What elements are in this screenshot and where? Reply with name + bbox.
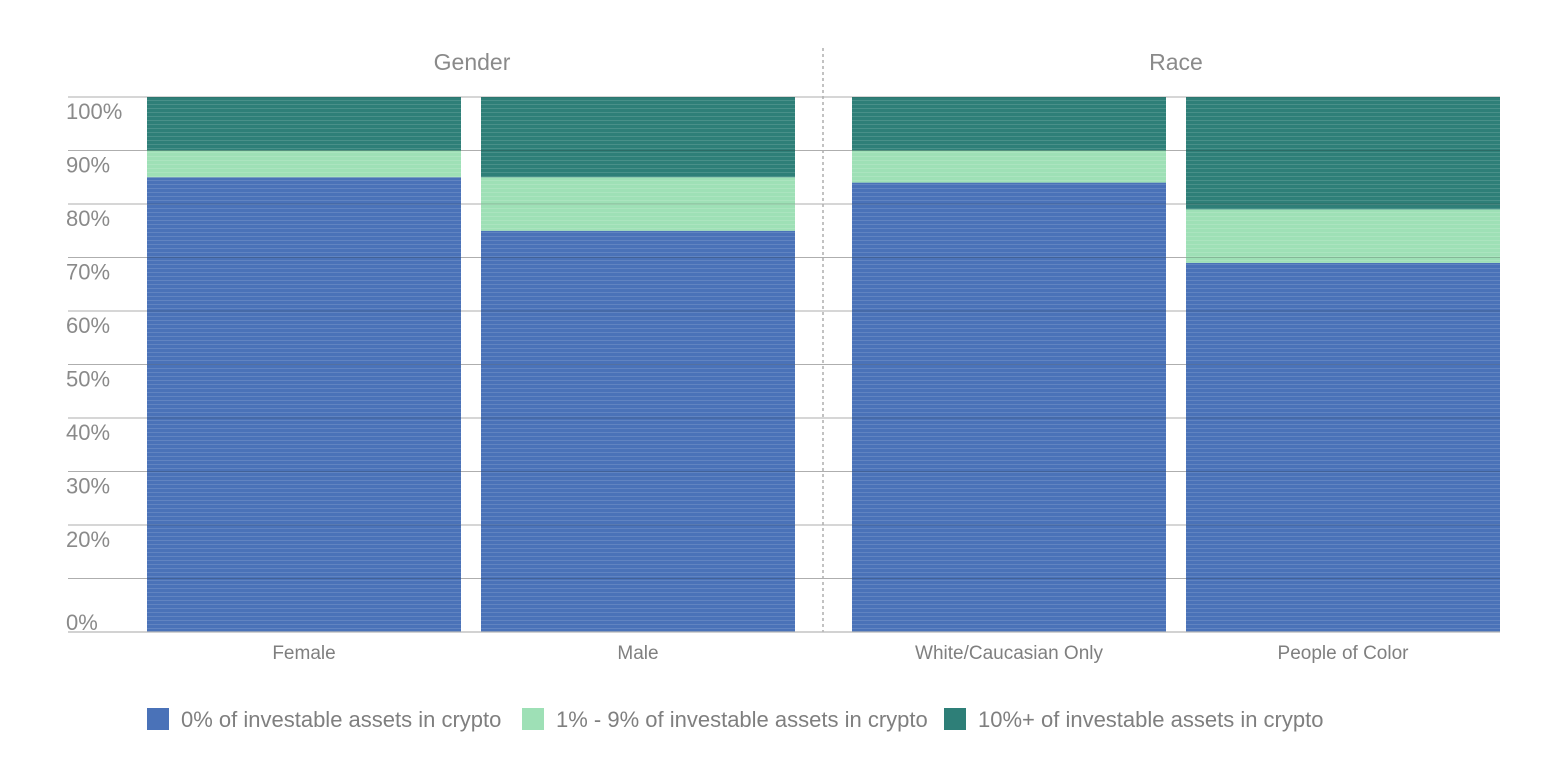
- legend-item-0-of-investable-assets-in-crypto: 0% of investable assets in crypto: [147, 707, 501, 732]
- bar-white-caucasian-only-1-9-of-investable-assets-in-crypto-texture: [852, 150, 1166, 183]
- x-tick-label-white-caucasian-only: White/Caucasian Only: [915, 643, 1103, 664]
- bar-female-0-of-investable-assets-in-crypto-texture: [147, 177, 461, 632]
- y-axis: 0% 20% 30% 40% 50% 60% 70% 80% 90% 100%: [66, 99, 122, 635]
- legend-swatch-0-of-investable-assets-in-crypto: [147, 708, 169, 730]
- bar-female-1-9-of-investable-assets-in-crypto-texture: [147, 150, 461, 178]
- y-tick-label-90: 90%: [66, 153, 110, 178]
- legend: 0% of investable assets in crypto 1% - 9%…: [147, 707, 1323, 732]
- bar-female-10-of-investable-assets-in-crypto-texture: [147, 97, 461, 151]
- legend-label-10-of-investable-assets-in-crypto: 10%+ of investable assets in crypto: [978, 707, 1323, 732]
- bar-white-caucasian-only-0-of-investable-assets-in-crypto-texture: [852, 182, 1166, 632]
- group-label-gender: Gender: [434, 49, 511, 75]
- legend-label-0-of-investable-assets-in-crypto: 0% of investable assets in crypto: [181, 707, 501, 732]
- y-tick-label-0: 0%: [66, 610, 98, 635]
- x-tick-label-male: Male: [617, 643, 658, 664]
- bar-white-caucasian-only-10-of-investable-assets-in-crypto-texture: [852, 97, 1166, 151]
- bars: [147, 97, 1500, 632]
- bar-male-10-of-investable-assets-in-crypto-texture: [481, 97, 795, 178]
- legend-swatch-10-of-investable-assets-in-crypto: [944, 708, 966, 730]
- legend-swatch-1-9-of-investable-assets-in-crypto: [522, 708, 544, 730]
- legend-item-1-9-of-investable-assets-in-crypto: 1% - 9% of investable assets in crypto: [522, 707, 928, 732]
- group-label-race: Race: [1149, 49, 1203, 75]
- y-tick-label-70: 70%: [66, 260, 110, 285]
- y-tick-label-60: 60%: [66, 313, 110, 338]
- x-axis: Female Male White/Caucasian Only People of …: [68, 631, 1500, 664]
- x-tick-label-people-of-color: People of Color: [1278, 643, 1410, 664]
- bar-people-of-color-10-of-investable-assets-in-crypto-texture: [1186, 97, 1500, 210]
- legend-label-1-9-of-investable-assets-in-crypto: 1% - 9% of investable assets in crypto: [556, 707, 928, 732]
- y-tick-label-20: 20%: [66, 527, 110, 552]
- y-tick-label-30: 30%: [66, 474, 110, 499]
- y-tick-label-100: 100%: [66, 99, 122, 124]
- y-tick-label-50: 50%: [66, 367, 110, 392]
- bar-male-1-9-of-investable-assets-in-crypto-texture: [481, 177, 795, 231]
- x-tick-label-female: Female: [272, 643, 335, 664]
- bar-male-0-of-investable-assets-in-crypto-texture: [481, 230, 795, 632]
- gridlines-overlay: [68, 96, 1500, 579]
- y-tick-label-80: 80%: [66, 206, 110, 231]
- bar-people-of-color-1-9-of-investable-assets-in-crypto-texture: [1186, 209, 1500, 263]
- bar-people-of-color-0-of-investable-assets-in-crypto-texture: [1186, 262, 1500, 632]
- legend-item-10-of-investable-assets-in-crypto: 10%+ of investable assets in crypto: [944, 707, 1323, 732]
- y-tick-label-40: 40%: [66, 420, 110, 445]
- group-labels: Gender Race: [434, 48, 1203, 632]
